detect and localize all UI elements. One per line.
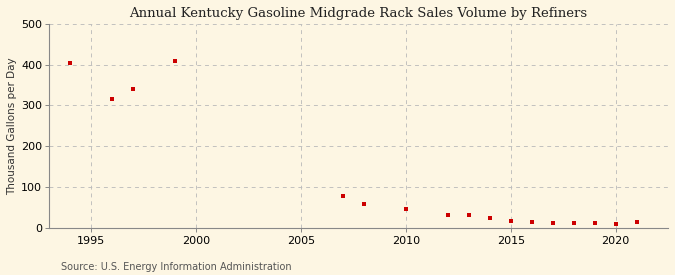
- Point: [169, 59, 180, 64]
- Point: [485, 215, 495, 220]
- Point: [128, 87, 138, 91]
- Point: [568, 221, 579, 226]
- Point: [589, 221, 600, 226]
- Point: [400, 206, 411, 211]
- Point: [463, 213, 474, 218]
- Point: [610, 221, 621, 226]
- Point: [547, 221, 558, 225]
- Point: [358, 202, 369, 207]
- Point: [107, 97, 117, 101]
- Point: [631, 220, 642, 225]
- Point: [65, 60, 76, 65]
- Point: [442, 213, 453, 217]
- Y-axis label: Thousand Gallons per Day: Thousand Gallons per Day: [7, 57, 17, 195]
- Title: Annual Kentucky Gasoline Midgrade Rack Sales Volume by Refiners: Annual Kentucky Gasoline Midgrade Rack S…: [130, 7, 588, 20]
- Text: Source: U.S. Energy Information Administration: Source: U.S. Energy Information Administ…: [61, 262, 292, 272]
- Point: [338, 194, 348, 198]
- Point: [526, 220, 537, 225]
- Point: [506, 219, 516, 223]
